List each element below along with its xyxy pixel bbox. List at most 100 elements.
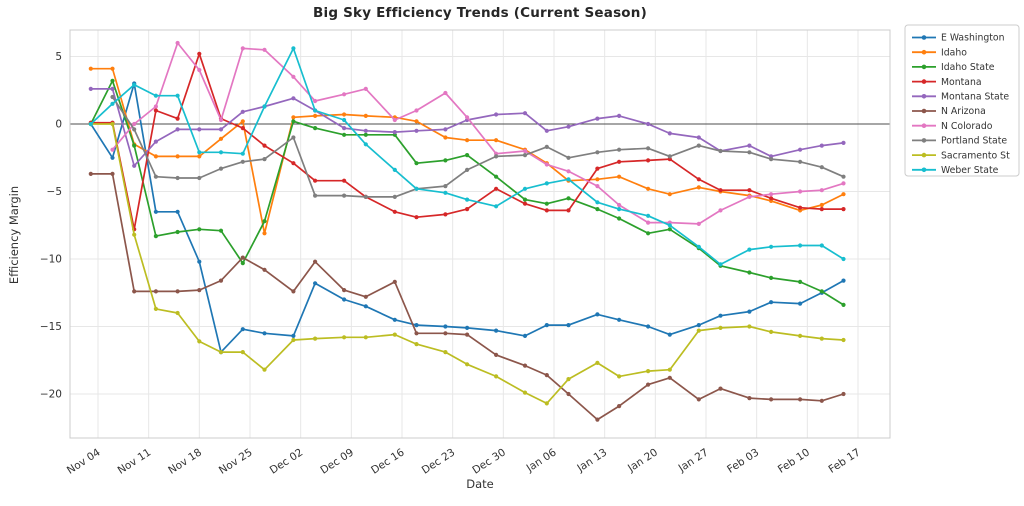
series-line-n-colorado bbox=[111, 42, 844, 225]
series-marker-sacramento-st bbox=[110, 121, 115, 127]
series-marker-n-colorado bbox=[522, 148, 528, 154]
series-marker-n-arizona bbox=[798, 397, 803, 402]
series-marker-idaho bbox=[696, 185, 701, 190]
series-marker-e-washington bbox=[414, 323, 419, 328]
series-line-idaho-state bbox=[90, 79, 844, 306]
series-marker-idaho bbox=[617, 174, 622, 179]
series-marker-montana bbox=[153, 108, 158, 113]
series-marker-weber-state bbox=[522, 186, 528, 191]
series-marker-portland-state bbox=[153, 174, 158, 179]
series-marker-idaho-state bbox=[494, 174, 499, 179]
series-marker-weber-state bbox=[313, 108, 318, 113]
series-line-portland-state bbox=[111, 96, 844, 198]
x-tick-label: Dec 23 bbox=[420, 446, 458, 476]
y-tick-label: 0 bbox=[55, 119, 62, 131]
series-marker-e-washington bbox=[494, 328, 499, 333]
series-marker-n-colorado bbox=[819, 188, 824, 193]
series-marker-sacramento-st bbox=[769, 329, 774, 334]
series-marker-montana-state bbox=[747, 143, 752, 148]
series-marker-e-washington bbox=[313, 281, 318, 286]
series-marker-e-washington bbox=[718, 313, 723, 318]
series-marker-montana bbox=[522, 201, 528, 206]
series-marker-weber-state bbox=[342, 117, 347, 123]
series-line-montana bbox=[90, 52, 844, 231]
legend-marker-n-colorado bbox=[921, 123, 927, 128]
series-line-montana-state bbox=[90, 88, 844, 167]
series-marker-n-colorado bbox=[262, 47, 267, 52]
series-marker-weber-state bbox=[175, 93, 180, 98]
series-marker-sacramento-st bbox=[566, 377, 571, 382]
series-marker-weber-state bbox=[544, 181, 549, 186]
series-marker-n-arizona bbox=[175, 289, 180, 294]
series-marker-portland-state bbox=[696, 143, 701, 148]
series-marker-montana bbox=[443, 212, 448, 217]
series-marker-n-colorado bbox=[841, 181, 846, 186]
series-marker-n-arizona bbox=[566, 391, 571, 397]
series-marker-e-washington bbox=[291, 333, 296, 338]
series-marker-idaho-state bbox=[153, 234, 158, 239]
series-marker-n-arizona bbox=[313, 259, 318, 264]
series-marker-montana bbox=[798, 205, 803, 210]
series-marker-n-colorado bbox=[291, 74, 296, 79]
series-marker-n-colorado bbox=[132, 121, 137, 127]
y-tick-label: −5 bbox=[47, 186, 62, 198]
series-line-e-washington bbox=[90, 82, 844, 353]
series-marker-sacramento-st bbox=[197, 339, 202, 344]
series-marker-montana-state bbox=[443, 127, 448, 132]
x-axis-label: Date bbox=[466, 477, 494, 491]
series-line-sacramento-st bbox=[90, 123, 844, 405]
series-marker-weber-state bbox=[291, 46, 296, 51]
series-marker-montana-state bbox=[153, 139, 158, 144]
series-marker-idaho-state bbox=[841, 302, 846, 307]
series-marker-montana-state bbox=[595, 116, 600, 121]
series-marker-portland-state bbox=[566, 155, 571, 160]
series-marker-sacramento-st bbox=[313, 336, 318, 341]
x-tick-label: Jan 27 bbox=[676, 446, 711, 475]
series-marker-n-colorado bbox=[696, 221, 701, 226]
series-marker-n-colorado bbox=[747, 194, 752, 199]
series-marker-montana-state bbox=[291, 96, 296, 101]
y-tick-label: −15 bbox=[40, 321, 62, 333]
series-marker-idaho bbox=[443, 135, 448, 140]
series-marker-e-washington bbox=[153, 209, 158, 214]
series-marker-portland-state bbox=[465, 167, 470, 172]
series-marker-e-washington bbox=[110, 155, 115, 160]
series-marker-idaho bbox=[240, 119, 245, 124]
series-marker-n-arizona bbox=[522, 363, 528, 368]
series-marker-idaho bbox=[667, 192, 672, 197]
series-marker-weber-state bbox=[566, 177, 571, 182]
legend-marker-idaho bbox=[921, 49, 927, 55]
series-marker-n-colorado bbox=[240, 46, 245, 51]
series-marker-idaho-state bbox=[342, 132, 347, 137]
series-marker-sacramento-st bbox=[667, 367, 672, 372]
series-marker-montana bbox=[595, 166, 600, 171]
x-tick-label: Jan 06 bbox=[524, 446, 559, 475]
series-marker-portland-state bbox=[769, 157, 774, 162]
series-marker-weber-state bbox=[363, 142, 368, 147]
series-marker-sacramento-st bbox=[240, 350, 245, 355]
series-marker-idaho bbox=[646, 186, 651, 191]
series-marker-e-washington bbox=[522, 333, 528, 338]
series-marker-portland-state bbox=[313, 193, 318, 198]
series-marker-e-washington bbox=[696, 323, 701, 328]
series-line-weber-state bbox=[90, 47, 844, 266]
series-marker-portland-state bbox=[240, 159, 245, 164]
series-marker-idaho-state bbox=[566, 196, 571, 201]
series-marker-montana bbox=[696, 177, 701, 182]
x-tick-label: Jan 20 bbox=[625, 446, 660, 475]
series-marker-portland-state bbox=[392, 194, 397, 199]
series-marker-sacramento-st bbox=[414, 342, 419, 347]
series-marker-n-arizona bbox=[595, 417, 600, 422]
series-marker-idaho bbox=[291, 115, 296, 120]
series-marker-portland-state bbox=[363, 194, 368, 199]
x-tick-label: Dec 02 bbox=[268, 446, 306, 476]
x-tick-label: Dec 09 bbox=[318, 446, 356, 476]
series-marker-sacramento-st bbox=[718, 325, 723, 330]
legend-marker-portland-state bbox=[921, 138, 927, 143]
series-marker-n-arizona bbox=[465, 332, 470, 337]
series-marker-montana-state bbox=[667, 131, 672, 136]
series-marker-sacramento-st bbox=[617, 374, 622, 379]
series-marker-portland-state bbox=[197, 175, 202, 181]
series-marker-idaho bbox=[465, 138, 470, 143]
